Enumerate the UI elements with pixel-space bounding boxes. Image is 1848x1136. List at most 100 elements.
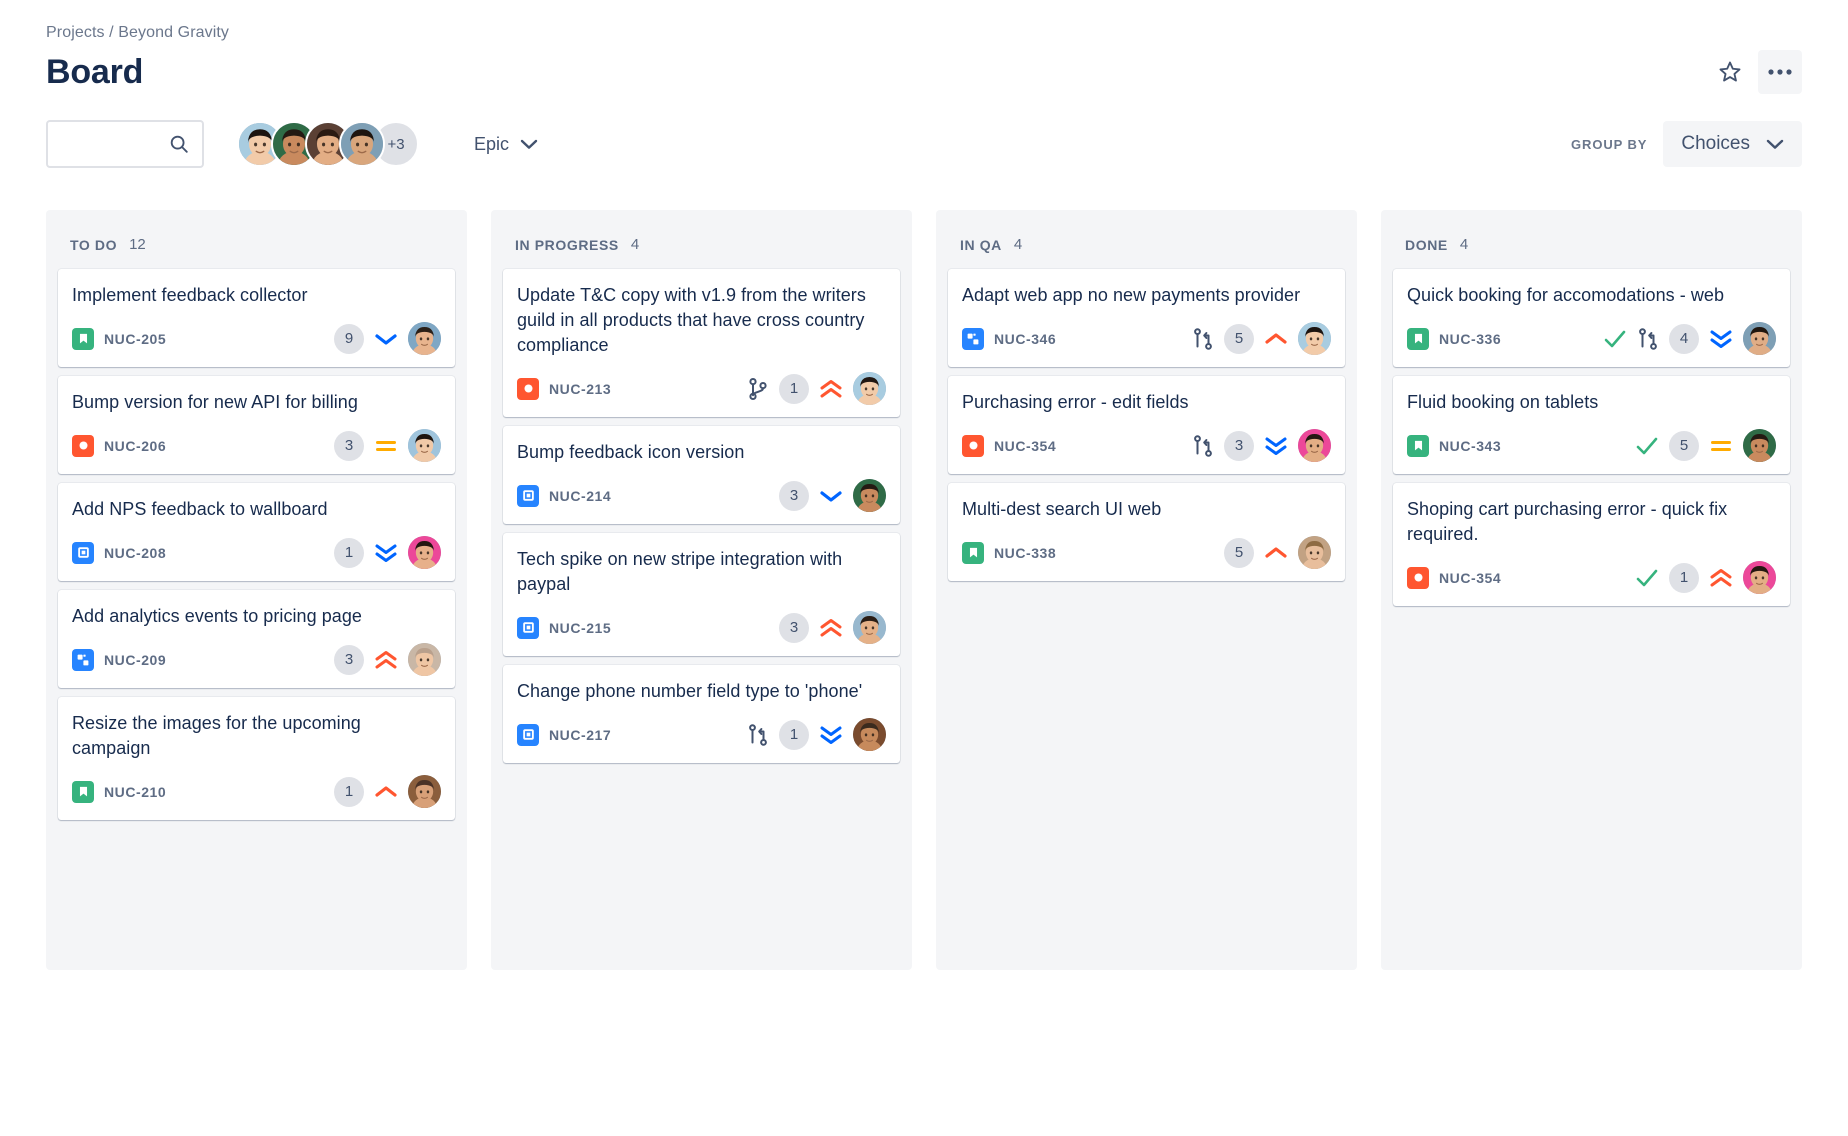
column-title: DONE xyxy=(1405,236,1448,253)
assignee-avatar[interactable] xyxy=(408,775,441,808)
assignee-avatar[interactable] xyxy=(408,643,441,676)
estimate-badge: 3 xyxy=(1224,430,1254,461)
estimate-badge: 1 xyxy=(779,719,809,750)
assignee-avatar[interactable] xyxy=(1743,429,1776,462)
issue-card[interactable]: Add analytics events to pricing page NUC… xyxy=(58,590,455,688)
story-type-icon xyxy=(72,780,94,803)
estimate-badge: 4 xyxy=(1669,323,1699,354)
issue-card[interactable]: Bump version for new API for billing NUC… xyxy=(58,376,455,474)
issue-card[interactable]: Purchasing error - edit fields NUC-354 3 xyxy=(948,376,1345,474)
story-type-icon xyxy=(962,541,984,564)
column-count: 4 xyxy=(1013,236,1023,253)
issue-card[interactable]: Tech spike on new stripe integration wit… xyxy=(503,533,900,656)
priority-highest-icon xyxy=(1709,568,1733,588)
assignee-avatar[interactable] xyxy=(1298,322,1331,355)
estimate-badge: 1 xyxy=(779,373,809,404)
issue-card[interactable]: Add NPS feedback to wallboard NUC-208 1 xyxy=(58,483,455,581)
issue-title: Update T&C copy with v1.9 from the write… xyxy=(517,285,866,355)
issue-card[interactable]: Resize the images for the upcoming campa… xyxy=(58,697,455,820)
assignee-avatar[interactable] xyxy=(1743,322,1776,355)
assignee-avatar[interactable] xyxy=(1743,561,1776,594)
assignee-avatar[interactable] xyxy=(1298,536,1331,569)
issue-key[interactable]: NUC-213 xyxy=(549,380,612,397)
board-column-done: DONE 4 Quick booking for accomodations -… xyxy=(1381,210,1802,970)
assignee-avatar-group[interactable]: +3 xyxy=(237,121,419,167)
estimate-badge: 1 xyxy=(334,776,364,807)
issue-card[interactable]: Update T&C copy with v1.9 from the write… xyxy=(503,269,900,417)
bug-type-icon xyxy=(1407,566,1429,589)
issue-badges: 3 xyxy=(334,643,441,676)
issue-key[interactable]: NUC-217 xyxy=(549,726,612,743)
pull-request-icon[interactable] xyxy=(1192,434,1214,458)
issue-key[interactable]: NUC-338 xyxy=(994,544,1057,561)
issue-key[interactable]: NUC-210 xyxy=(104,783,167,800)
avatar[interactable] xyxy=(237,121,283,167)
git-branch-icon[interactable] xyxy=(747,377,769,401)
issue-key[interactable]: NUC-354 xyxy=(994,437,1057,454)
estimate-badge: 5 xyxy=(1669,430,1699,461)
star-icon[interactable] xyxy=(1708,50,1752,94)
board-column-to do: TO DO 12 Implement feedback collector NU… xyxy=(46,210,467,970)
issue-key[interactable]: NUC-343 xyxy=(1439,437,1502,454)
issue-key[interactable]: NUC-336 xyxy=(1439,330,1502,347)
issue-card[interactable]: Shoping cart purchasing error - quick fi… xyxy=(1393,483,1790,606)
issue-card[interactable]: Multi-dest search UI web NUC-338 5 xyxy=(948,483,1345,581)
issue-card[interactable]: Implement feedback collector NUC-205 9 xyxy=(58,269,455,367)
avatar[interactable] xyxy=(339,121,385,167)
issue-badges: 1 xyxy=(747,372,886,405)
issue-meta: NUC-346 5 xyxy=(962,322,1331,355)
subtask-type-icon xyxy=(72,648,94,671)
more-options-icon[interactable] xyxy=(1758,50,1802,94)
priority-high-icon xyxy=(1264,330,1288,348)
avatar-overflow-count[interactable]: +3 xyxy=(373,121,419,167)
title-row: Board xyxy=(46,50,1802,94)
issue-key[interactable]: NUC-205 xyxy=(104,330,167,347)
issue-meta: NUC-206 3 xyxy=(72,429,441,462)
pull-request-icon[interactable] xyxy=(747,723,769,747)
issue-key[interactable]: NUC-346 xyxy=(994,330,1057,347)
priority-lowest-icon xyxy=(1264,436,1288,456)
priority-medium-icon xyxy=(374,437,398,455)
group-by-dropdown[interactable]: Choices xyxy=(1663,121,1802,167)
issue-meta: NUC-338 5 xyxy=(962,536,1331,569)
issue-title: Bump feedback icon version xyxy=(517,442,745,462)
search-box[interactable] xyxy=(46,120,204,168)
subtask-type-icon xyxy=(962,327,984,350)
assignee-avatar[interactable] xyxy=(853,611,886,644)
epic-filter-dropdown[interactable]: Epic xyxy=(464,126,548,163)
issue-meta: NUC-210 1 xyxy=(72,775,441,808)
issue-meta: NUC-343 5 xyxy=(1407,429,1776,462)
issue-card[interactable]: Quick booking for accomodations - web NU… xyxy=(1393,269,1790,367)
assignee-avatar[interactable] xyxy=(408,429,441,462)
avatar[interactable] xyxy=(271,121,317,167)
pull-request-icon[interactable] xyxy=(1637,327,1659,351)
bug-type-icon xyxy=(72,434,94,457)
issue-title: Purchasing error - edit fields xyxy=(962,392,1189,412)
issue-card[interactable]: Fluid booking on tablets NUC-343 5 xyxy=(1393,376,1790,474)
issue-key[interactable]: NUC-354 xyxy=(1439,569,1502,586)
issue-badges: 3 xyxy=(779,611,886,644)
assignee-avatar[interactable] xyxy=(408,536,441,569)
assignee-avatar[interactable] xyxy=(853,479,886,512)
assignee-avatar[interactable] xyxy=(853,718,886,751)
issue-card[interactable]: Adapt web app no new payments provider N… xyxy=(948,269,1345,367)
issue-key[interactable]: NUC-206 xyxy=(104,437,167,454)
story-type-icon xyxy=(1407,327,1429,350)
search-input[interactable] xyxy=(62,135,168,153)
assignee-avatar[interactable] xyxy=(408,322,441,355)
issue-card[interactable]: Change phone number field type to 'phone… xyxy=(503,665,900,763)
issue-badges: 3 xyxy=(779,479,886,512)
issue-key[interactable]: NUC-209 xyxy=(104,651,167,668)
column-title: IN PROGRESS xyxy=(515,236,619,253)
pull-request-icon[interactable] xyxy=(1192,327,1214,351)
issue-key[interactable]: NUC-215 xyxy=(549,619,612,636)
breadcrumb[interactable]: Projects / Beyond Gravity xyxy=(46,24,230,41)
issue-meta: NUC-214 3 xyxy=(517,479,886,512)
assignee-avatar[interactable] xyxy=(1298,429,1331,462)
issue-key[interactable]: NUC-208 xyxy=(104,544,167,561)
issue-card[interactable]: Bump feedback icon version NUC-214 3 xyxy=(503,426,900,524)
assignee-avatar[interactable] xyxy=(853,372,886,405)
issue-badges: 1 xyxy=(1635,561,1776,594)
issue-key[interactable]: NUC-214 xyxy=(549,487,612,504)
issue-title: Add NPS feedback to wallboard xyxy=(72,499,328,519)
